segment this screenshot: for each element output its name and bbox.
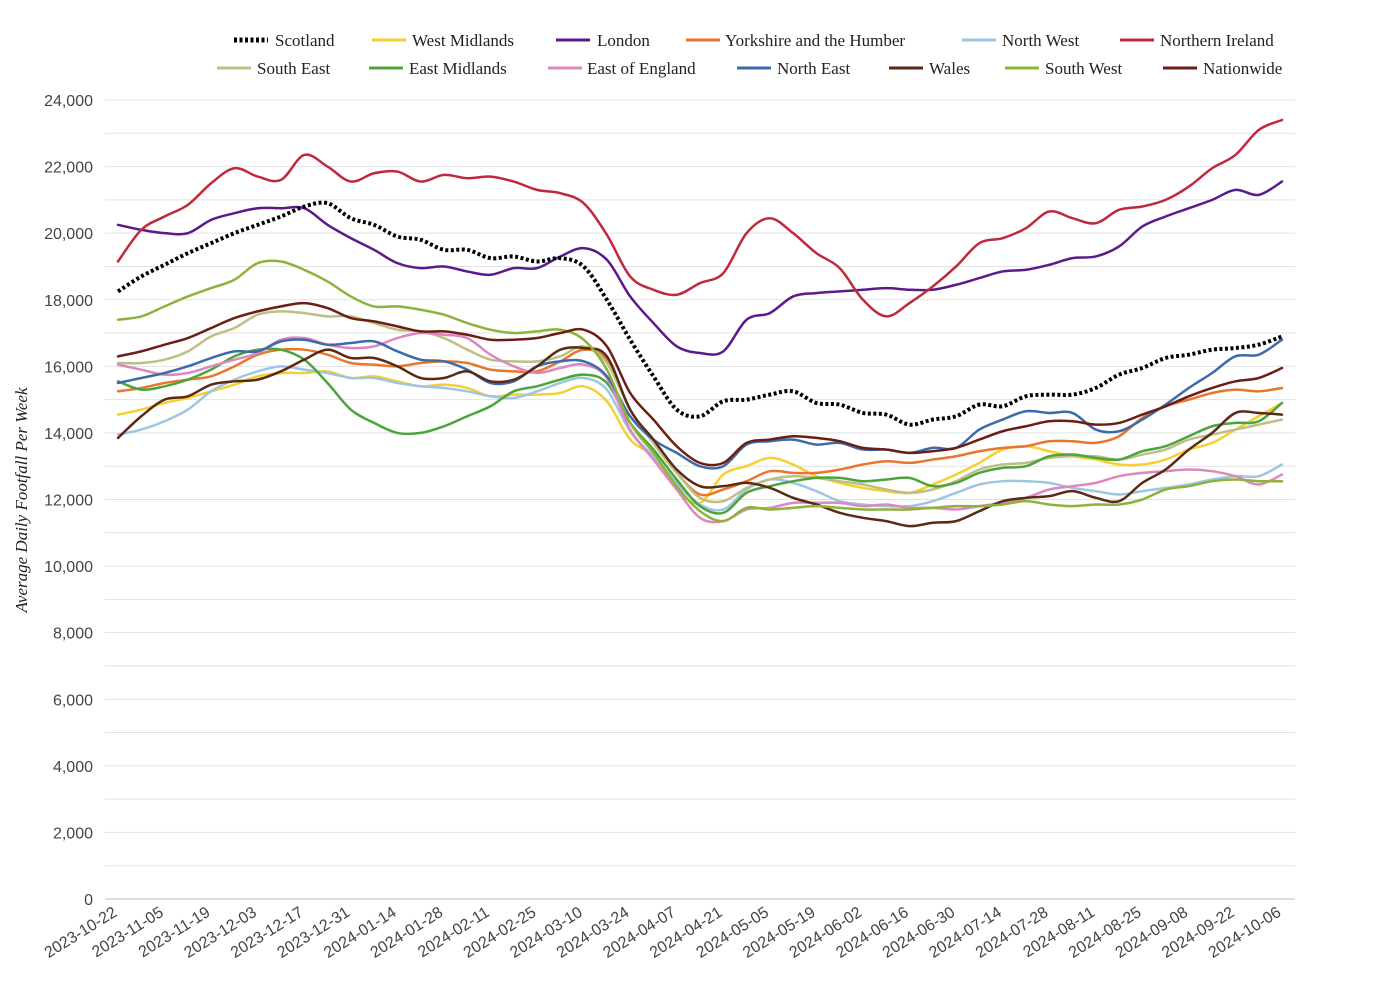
series-line-north-east bbox=[116, 338, 1284, 470]
series-line-east-midlands bbox=[116, 347, 1284, 515]
legend: Scotland West Midlands London Yorkshire and… bbox=[217, 31, 1282, 78]
y-tick-label: 14,000 bbox=[44, 426, 93, 443]
legend-item-nationwide: Nationwide bbox=[1163, 59, 1282, 78]
legend-item-east-midlands: East Midlands bbox=[369, 59, 507, 78]
y-tick-label: 12,000 bbox=[44, 493, 93, 510]
series-lines bbox=[116, 118, 1284, 528]
series-line-london bbox=[116, 180, 1284, 356]
y-tick-label: 0 bbox=[84, 892, 93, 909]
series-line-east-of-england bbox=[116, 331, 1284, 524]
y-tick-label: 10,000 bbox=[44, 559, 93, 576]
series-line-wales bbox=[116, 346, 1284, 528]
series-line-scotland bbox=[116, 200, 1283, 427]
gridlines bbox=[105, 99, 1295, 900]
legend-label: Wales bbox=[929, 59, 970, 78]
legend-item-yorkshire-and-the-humber: Yorkshire and the Humber bbox=[686, 31, 905, 50]
series-line-west-midlands bbox=[116, 369, 1284, 505]
legend-label: East Midlands bbox=[409, 59, 507, 78]
series-line-nationwide bbox=[116, 301, 1284, 467]
legend-label: North West bbox=[1002, 31, 1079, 50]
legend-label: Scotland bbox=[275, 31, 335, 50]
y-tick-label: 20,000 bbox=[44, 226, 93, 243]
legend-item-london: London bbox=[556, 31, 650, 50]
y-tick-label: 16,000 bbox=[44, 359, 93, 376]
y-tick-label: 18,000 bbox=[44, 293, 93, 310]
legend-label: Northern Ireland bbox=[1160, 31, 1274, 50]
legend-item-west-midlands: West Midlands bbox=[372, 31, 514, 50]
legend-label: Nationwide bbox=[1203, 59, 1282, 78]
legend-label: East of England bbox=[587, 59, 696, 78]
legend-label: North East bbox=[777, 59, 850, 78]
y-tick-label: 24,000 bbox=[44, 93, 93, 110]
legend-label: West Midlands bbox=[412, 31, 514, 50]
legend-item-northern-ireland: Northern Ireland bbox=[1120, 31, 1274, 50]
series-line-south-west bbox=[116, 259, 1284, 523]
y-tick-label: 6,000 bbox=[53, 692, 93, 709]
y-axis-title: Average Daily Footfall Per Week bbox=[12, 387, 31, 613]
legend-item-south-west: South West bbox=[1005, 59, 1122, 78]
legend-label: South West bbox=[1045, 59, 1122, 78]
x-axis: 2023-10-222023-11-052023-11-192023-12-03… bbox=[42, 904, 1285, 962]
legend-item-east-of-england: East of England bbox=[548, 59, 696, 78]
y-tick-label: 4,000 bbox=[53, 759, 93, 776]
y-tick-label: 8,000 bbox=[53, 626, 93, 643]
series-line-north-west bbox=[116, 365, 1284, 512]
legend-label: London bbox=[597, 31, 650, 50]
series-line-northern-ireland bbox=[116, 118, 1284, 318]
y-tick-label: 22,000 bbox=[44, 160, 93, 177]
legend-item-north-east: North East bbox=[737, 59, 850, 78]
legend-item-south-east: South East bbox=[217, 59, 330, 78]
legend-item-scotland: Scotland bbox=[234, 31, 335, 50]
y-axis: 0 2,000 4,000 6,000 8,000 10,000 12,000 14,000 1… bbox=[44, 93, 93, 909]
legend-item-north-west: North West bbox=[962, 31, 1079, 50]
series-line-yorkshire-and-the-humber bbox=[116, 347, 1284, 497]
legend-label: Yorkshire and the Humber bbox=[725, 31, 905, 50]
legend-item-wales: Wales bbox=[889, 59, 970, 78]
legend-label: South East bbox=[257, 59, 330, 78]
y-tick-label: 2,000 bbox=[53, 825, 93, 842]
